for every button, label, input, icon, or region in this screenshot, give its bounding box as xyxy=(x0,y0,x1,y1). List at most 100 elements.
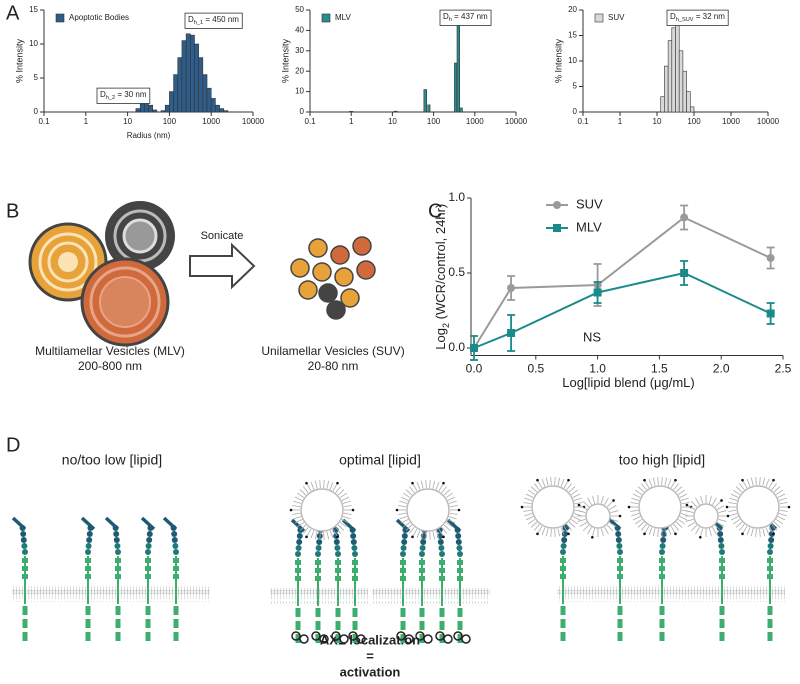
y-tick-label: 20 xyxy=(295,66,304,75)
receptor-segment xyxy=(719,566,725,571)
point xyxy=(680,213,689,222)
lipid xyxy=(438,483,444,492)
receptor-bead xyxy=(22,549,28,555)
receptor-segment xyxy=(173,632,179,641)
histogram-bar xyxy=(427,104,431,113)
receptor-head xyxy=(11,516,27,531)
phospho xyxy=(415,631,425,641)
point xyxy=(507,329,516,337)
lipid xyxy=(557,528,561,537)
receptor-segment xyxy=(352,568,358,573)
receptor-bead xyxy=(560,549,566,555)
lipid xyxy=(738,483,745,491)
lipid xyxy=(680,513,689,517)
lipid xyxy=(435,481,440,490)
receptor-segment xyxy=(335,576,341,581)
lipid xyxy=(326,480,330,489)
receptor-segment xyxy=(400,568,406,573)
x-tick-label: 2.0 xyxy=(713,362,730,376)
lipid xyxy=(310,530,315,539)
lipid-head xyxy=(726,514,730,518)
histogram-bar xyxy=(689,106,695,113)
receptor-segment xyxy=(560,574,566,579)
vesicle-name: Unilamellar Vesicles (SUV) xyxy=(261,344,404,358)
vesicle xyxy=(685,495,730,539)
lipid xyxy=(566,523,573,531)
lipid xyxy=(759,528,761,537)
receptor-bead xyxy=(20,531,27,537)
receptor-segment xyxy=(419,608,425,617)
y-tick-label: 10 xyxy=(295,87,304,96)
receptor-bead xyxy=(439,551,445,557)
panel-heading: too high [lipid] xyxy=(619,452,705,468)
vesicle-body xyxy=(406,488,450,532)
lipid xyxy=(570,519,579,525)
x-tick-label: 10 xyxy=(653,117,662,126)
lipid xyxy=(632,516,641,521)
caption: AXL localization xyxy=(320,632,420,647)
histogram-bar xyxy=(393,110,398,113)
lipid xyxy=(399,500,408,504)
receptor-bead xyxy=(438,545,445,551)
vesicle-body xyxy=(736,485,780,529)
lipid xyxy=(302,486,309,494)
lipid xyxy=(687,505,695,510)
lipid xyxy=(675,486,683,493)
receptor-segment xyxy=(115,606,121,615)
histogram-bar xyxy=(675,24,680,113)
point xyxy=(507,284,516,292)
receptor-segment xyxy=(400,608,406,617)
receptor-segment xyxy=(315,560,321,565)
histogram-bar xyxy=(152,109,158,113)
receptor xyxy=(654,516,670,641)
lipid xyxy=(700,495,704,504)
lipid xyxy=(420,480,424,489)
lipid xyxy=(405,524,413,531)
arrow xyxy=(189,242,256,290)
lipid-head xyxy=(577,503,581,507)
lipid xyxy=(292,505,301,508)
receptor-bead xyxy=(20,537,27,543)
histogram-bar xyxy=(660,96,665,113)
receptor-bead xyxy=(420,539,427,545)
legend-label: SUV xyxy=(576,196,603,211)
legend-label: SUV xyxy=(608,13,625,22)
lipid xyxy=(667,478,672,487)
receptor-segment xyxy=(145,619,151,628)
lipid xyxy=(573,513,582,517)
receptor-segment xyxy=(22,606,28,615)
lipid xyxy=(408,486,415,494)
lipid xyxy=(425,531,427,540)
receptor-bead xyxy=(86,531,93,537)
lipid xyxy=(630,502,639,505)
lipid xyxy=(610,510,619,514)
receptor xyxy=(708,516,725,641)
receptor-segment xyxy=(719,574,725,579)
receptor-segment xyxy=(659,632,665,641)
receptor xyxy=(428,518,453,644)
y-tick-label: 1.0 xyxy=(448,190,465,204)
y-tick-label: 5 xyxy=(573,82,578,91)
lipid xyxy=(742,480,748,489)
lipid xyxy=(441,486,448,494)
lipid xyxy=(717,522,725,527)
receptor-segment xyxy=(22,566,28,571)
y-axis-label-part: (WCR/control, 24hr) xyxy=(433,204,448,323)
receptor-segment xyxy=(315,576,321,581)
histogram-bar xyxy=(686,91,691,113)
receptor-segment xyxy=(145,574,151,579)
receptor-bead xyxy=(401,539,408,545)
lipid xyxy=(631,497,640,501)
receptor-segment xyxy=(295,608,301,617)
y-axis-label: % Intensity xyxy=(14,38,24,83)
y-tick-label: 0 xyxy=(573,107,578,116)
panel-label: C xyxy=(428,200,442,222)
vesicle-body xyxy=(638,485,682,529)
lipid-head xyxy=(442,481,445,485)
lipid xyxy=(523,509,532,512)
receptor-segment xyxy=(560,619,566,628)
y-axis-label: % Intensity xyxy=(280,38,290,83)
receptor-segment xyxy=(767,558,773,563)
receptor-segment xyxy=(22,574,28,579)
lipid xyxy=(695,527,700,535)
